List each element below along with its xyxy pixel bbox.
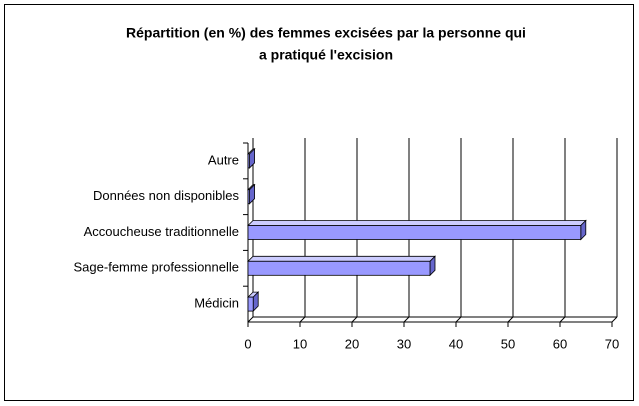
y-tick-label: Autre <box>208 152 239 167</box>
y-tick-label: Médicin <box>194 296 239 311</box>
chart-title: Répartition (en %) des femmes excisées p… <box>126 25 526 41</box>
y-tick-label: Données non disponibles <box>93 188 239 203</box>
bar-top <box>247 255 436 262</box>
grid-line <box>299 316 306 323</box>
chart-frame <box>4 4 634 401</box>
grid-line <box>507 316 514 323</box>
x-tick-label: 20 <box>345 336 359 351</box>
grid-line <box>403 316 410 323</box>
x-tick-label: 40 <box>449 336 463 351</box>
grid-line <box>455 316 462 323</box>
grid-line <box>351 316 358 323</box>
y-tick-label: Sage-femme professionnelle <box>74 260 239 275</box>
grid-line <box>559 316 566 323</box>
bar <box>247 260 431 276</box>
x-tick-label: 60 <box>553 336 567 351</box>
x-tick-label: 70 <box>605 336 619 351</box>
bar <box>247 189 250 205</box>
x-tick-label: 10 <box>293 336 307 351</box>
bar <box>247 225 582 240</box>
grid-line <box>247 316 254 323</box>
grid-line <box>611 316 618 323</box>
bar <box>247 296 254 312</box>
x-tick-label: 0 <box>244 336 251 351</box>
bar <box>247 153 250 169</box>
bar-top <box>247 220 587 226</box>
chart-title: a pratiqué l'excision <box>259 47 393 63</box>
y-tick-label: Accoucheuse traditionnelle <box>84 224 239 239</box>
x-tick-label: 30 <box>397 336 411 351</box>
x-tick-label: 50 <box>501 336 515 351</box>
